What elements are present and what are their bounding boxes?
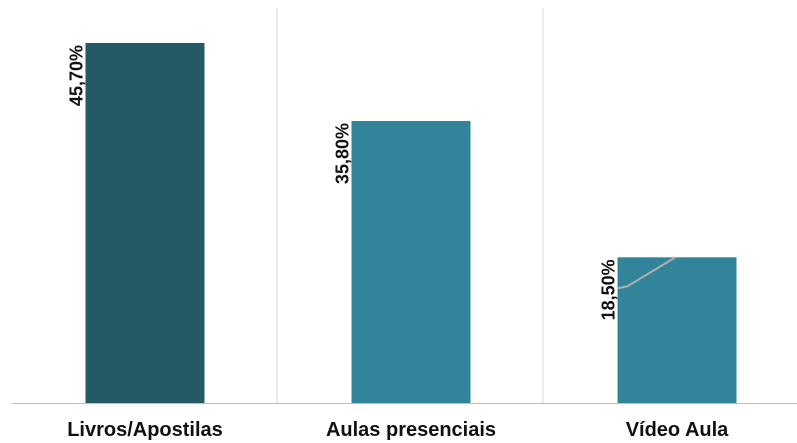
value-label-video-aula: 18,50% [599, 259, 619, 320]
bar-video-aula[interactable] [617, 257, 737, 403]
bar-aulas-presenciais[interactable] [351, 121, 471, 403]
category-labels: Livros/Apostilas Aulas presenciais Vídeo A… [67, 419, 729, 441]
value-label-livros-apostilas: 45,70% [67, 45, 87, 106]
category-label-livros-apostilas: Livros/Apostilas [67, 419, 223, 441]
value-labels: 45,70% 35,80% 18,50% [67, 45, 619, 320]
bar-livros-apostilas[interactable] [85, 43, 205, 403]
category-label-video-aula: Vídeo Aula [626, 419, 729, 441]
overlay-line [617, 256, 677, 290]
bars [85, 43, 737, 403]
category-dividers [276, 8, 544, 403]
category-label-aulas-presenciais: Aulas presenciais [326, 419, 496, 441]
value-label-aulas-presenciais: 35,80% [333, 123, 353, 184]
